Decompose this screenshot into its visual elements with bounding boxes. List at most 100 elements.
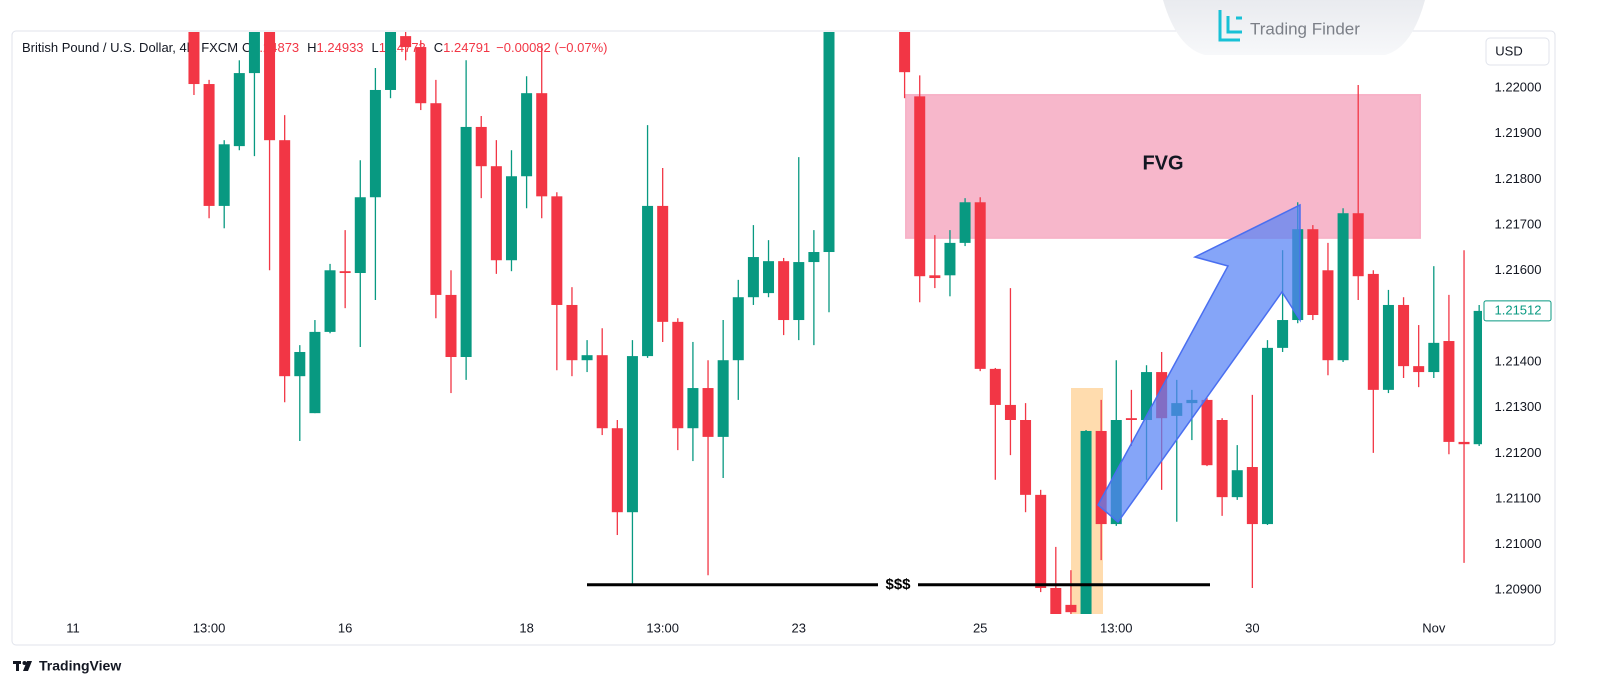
candle-body [430,103,442,295]
y-tick-label: 1.21600 [1495,262,1542,277]
candle-body [505,176,517,261]
x-tick-label: 11 [66,620,80,635]
candle-body [596,355,608,429]
candle-body [203,84,215,206]
liquidity-label: $$$ [885,576,911,593]
ohlc-key: L [372,40,379,55]
candle-body [1020,420,1032,495]
candle-body [1035,494,1047,588]
candle-body [642,205,654,357]
x-tick-label: 13:00 [646,620,679,635]
candles [188,32,1482,614]
candle-body [1277,320,1289,348]
candle-body [989,368,1001,405]
candle-body [1050,587,1062,614]
candle-body [944,242,956,276]
candle-body [778,261,790,321]
last-price-box [1483,300,1552,322]
candle-body [1216,420,1228,498]
y-tick-label: 1.21700 [1495,217,1542,232]
info-line: British Pound / U.S. Dollar, 4h, FXCM O1.… [22,40,607,55]
candle-body [929,275,941,279]
candle-body [581,355,593,361]
y-tick-label: 1.22000 [1495,80,1542,95]
currency-label[interactable]: USD [1495,43,1522,58]
candle-body [747,257,759,298]
candle-body [218,144,230,206]
candle-body [1261,347,1273,525]
currency-box[interactable] [1485,37,1550,66]
candle-body [460,126,472,358]
candle-body [1080,430,1092,614]
annotations: FVG [905,93,1421,614]
overlay: $$$ 1.21512 [587,300,1552,593]
y-tick-label: 1.21200 [1495,445,1542,460]
x-tick-label: 13:00 [1100,620,1133,635]
candle-body [354,197,366,274]
candle-body [248,32,260,74]
last-price-label: 1.21512 [1495,302,1542,317]
candle-body [551,196,563,305]
candle-body [369,89,381,198]
ohlc-key: C [434,40,443,55]
candle-body [1201,399,1213,466]
candle-body [808,252,820,263]
symbol-name: British Pound / U.S. Dollar, 4h, FXCM [22,40,238,55]
candle-body [1246,467,1258,525]
candle-body [1398,304,1410,367]
candle-body [233,73,245,147]
candle-body [1413,366,1425,373]
fvg-zone [905,93,1421,239]
x-tick-label: 25 [973,620,987,635]
candle-body [687,388,699,429]
candle-body [702,388,714,437]
candle-body [279,140,291,377]
y-tick-label: 1.21400 [1495,353,1542,368]
candle-body [490,166,502,261]
candle-body [324,270,336,332]
candle-body [626,356,638,513]
candle-body [1141,372,1153,420]
fvg-label: FVG [1142,153,1183,175]
x-tick-label: 23 [792,620,806,635]
x-tick-label: 18 [519,620,533,635]
x-tick-label: 13:00 [193,620,226,635]
candle-body [339,271,351,274]
candle-body [1095,430,1107,525]
y-tick-label: 1.21000 [1495,536,1542,551]
change-value: −0.00082 (−0.07%) [496,40,607,55]
candle-body [1382,304,1394,390]
candle-body [1307,229,1319,316]
candle-body [914,96,926,277]
candle-body [1004,404,1016,420]
candle-body [657,205,669,322]
x-tick-label: Nov [1422,620,1446,635]
candle-body [717,360,729,437]
x-tick-label: 16 [338,620,352,635]
arrow-drawing [1097,203,1301,524]
y-tick-label: 1.21800 [1495,171,1542,186]
ohlc-key: O [242,40,252,55]
candle-body [959,202,971,243]
ohlc-key: H [307,40,316,55]
watermark-text: Trading Finder [1250,19,1360,38]
y-tick-label: 1.21900 [1495,125,1542,140]
candle-body [566,304,578,361]
candle-body [309,331,321,414]
candle-body [1473,310,1482,445]
candle-body [1065,604,1077,613]
footer-brand: TradingView [39,658,121,674]
candle-body [793,262,805,321]
candle-body [1337,213,1349,361]
y-tick-label: 1.21300 [1495,399,1542,414]
candle-body [1458,441,1470,445]
candle-body [1428,342,1440,373]
candle-body [974,202,986,369]
candle-body [475,126,487,167]
candle-body [1125,418,1137,420]
candle-body [400,36,412,48]
candle-body [672,321,684,429]
candle-body [264,32,276,141]
y-tick-label: 1.21100 [1495,490,1541,505]
